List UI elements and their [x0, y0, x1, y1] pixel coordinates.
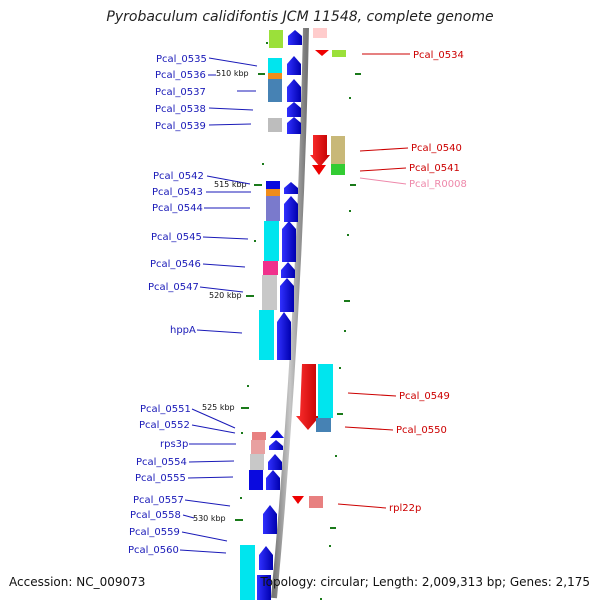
gene-pcal-0541 — [312, 165, 326, 175]
gene-label: Pcal_0540 — [411, 143, 462, 154]
gene-pcal-0549 — [296, 364, 320, 430]
right-gene-labels — [337, 53, 410, 509]
gene-label: Pcal_0543 — [152, 187, 203, 198]
gene-label: Pcal_0547 — [148, 282, 199, 293]
reverse-strand-genes — [292, 28, 346, 508]
right-gene-label-text: Pcal_0534 Pcal_0540 Pcal_0541 Pcal_R0008… — [389, 50, 467, 514]
gene-hppa-block — [259, 310, 274, 360]
forward-strand-genes — [240, 30, 302, 600]
gene-label: hppA — [170, 325, 196, 336]
accession-text: Accession: NC_009073 — [9, 575, 146, 589]
gene-pcal-0542-block — [266, 181, 280, 189]
tick-label: 520 kbp — [209, 291, 242, 300]
gene-pcal-0550-block — [316, 418, 331, 432]
figure-title: Pyrobaculum calidifontis JCM 11548, comp… — [106, 9, 494, 25]
gene-label: Pcal_0554 — [136, 457, 187, 468]
gene-label: Pcal_0552 — [139, 420, 190, 431]
genome-backbone — [271, 27, 309, 599]
gene-block-top-left — [269, 30, 283, 48]
gene-pcal-0545-block — [264, 221, 279, 261]
gene-pcal-0534-block — [332, 50, 346, 57]
scale-ticks: 510 kbp 515 kbp 520 kbp 525 kbp 530 kbp — [193, 69, 361, 529]
gene-label: Pcal_0559 — [129, 527, 180, 538]
gene-label: Pcal_R0008 — [409, 179, 467, 190]
gene-label: Pcal_0549 — [399, 391, 450, 402]
gene-label: Pcal_0551 — [140, 404, 191, 415]
gene-label: Pcal_0542 — [153, 171, 204, 182]
gene-pcal-0534 — [315, 50, 329, 56]
tick-label: 510 kbp — [216, 69, 249, 78]
gene-label: Pcal_0536 — [155, 70, 206, 81]
gene-label: Pcal_0550 — [396, 425, 447, 436]
gene-label: Pcal_0535 — [156, 54, 207, 65]
gene-label: Pcal_0545 — [151, 232, 202, 243]
gene-label: Pcal_0539 — [155, 121, 206, 132]
tick-label: 515 kbp — [214, 180, 247, 189]
gene-label: rpl22p — [389, 503, 421, 514]
gene-pcal-0547-block — [262, 275, 277, 310]
gene-pcal-0537-block — [268, 79, 282, 102]
gene-rpl22p — [292, 496, 304, 504]
tick-label: 525 kbp — [202, 403, 235, 412]
gene-rpl22p-block — [309, 496, 323, 508]
gene-pcal-0536-block — [268, 73, 282, 79]
gene-label: Pcal_0534 — [413, 50, 464, 61]
gene-label: Pcal_0538 — [155, 104, 206, 115]
gene-label: Pcal_0537 — [155, 87, 206, 98]
gene-label: Pcal_0557 — [133, 495, 184, 506]
left-gene-label-text: Pcal_0535 Pcal_0536 Pcal_0537 Pcal_0538 … — [128, 54, 207, 556]
tick-label: 530 kbp — [193, 514, 226, 523]
gene-pcal-0555-block — [249, 470, 263, 490]
gene-pcal-0540-block — [331, 136, 345, 164]
gene-pcal-0544-block — [266, 196, 280, 221]
genome-summary-text: Topology: circular; Length: 2,009,313 bp… — [260, 575, 590, 589]
gene-label: Pcal_0560 — [128, 545, 179, 556]
gene-block-top — [313, 28, 327, 38]
gene-pcal-0535-block — [268, 58, 282, 73]
gene-label: Pcal_0544 — [152, 203, 203, 214]
left-gene-labels — [179, 57, 258, 554]
gene-pcal-0549-block — [318, 364, 333, 418]
gene-rps3p-block — [251, 440, 265, 454]
gene-pcal-0554-block — [250, 454, 264, 470]
gene-pcal-0539-block — [268, 118, 282, 132]
gene-pcal-0543-block — [266, 189, 280, 196]
gene-pcal-0540 — [310, 135, 330, 167]
gene-top-arrow — [288, 30, 302, 45]
gene-label: Pcal_0555 — [135, 473, 186, 484]
gene-pcal-0552-block — [252, 432, 266, 440]
gene-pcal-0560-block — [240, 545, 255, 600]
gene-pcal-0541-block — [331, 164, 345, 175]
gene-label: rps3p — [160, 439, 188, 450]
gene-pcal-0546-block — [263, 261, 278, 275]
gene-label: Pcal_0558 — [130, 510, 181, 521]
gene-label: Pcal_0541 — [409, 163, 460, 174]
gene-label: Pcal_0546 — [150, 259, 201, 270]
position-dots — [240, 42, 351, 600]
